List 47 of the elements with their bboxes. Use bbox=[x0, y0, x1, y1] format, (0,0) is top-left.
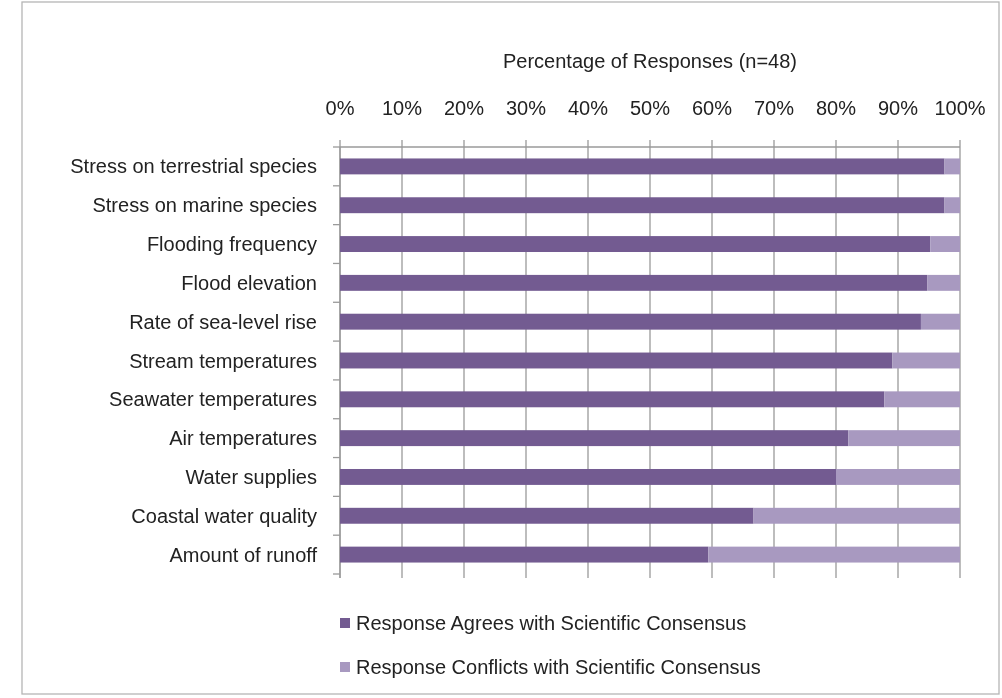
x-tick-label: 40% bbox=[567, 97, 609, 119]
bar bbox=[884, 391, 960, 408]
x-tick-label: 50% bbox=[629, 97, 671, 119]
x-tick-label: 30% bbox=[505, 97, 547, 119]
x-tick-label: 70% bbox=[753, 97, 795, 119]
y-tick-label: Stress on marine species bbox=[92, 194, 317, 217]
bar bbox=[340, 236, 931, 252]
bar bbox=[836, 469, 960, 485]
x-tick-label: 100% bbox=[934, 97, 986, 119]
y-tick-label: Rate of sea-level rise bbox=[129, 310, 317, 333]
x-axis-title: Percentage of Responses (n=48) bbox=[502, 50, 798, 72]
y-tick-label: Stream temperatures bbox=[129, 349, 317, 372]
y-tick-label: Flood elevation bbox=[181, 271, 317, 294]
y-tick-label: Stress on terrestrial species bbox=[70, 155, 317, 178]
y-tick-label: Air temperatures bbox=[169, 427, 317, 450]
y-tick-label: Coastal water quality bbox=[131, 504, 317, 527]
x-tick-label: 0% bbox=[325, 97, 355, 119]
bar bbox=[920, 313, 960, 330]
y-tick-label: Seawater temperatures bbox=[109, 388, 317, 411]
x-tick-label: 80% bbox=[815, 97, 857, 119]
bar bbox=[927, 274, 960, 291]
bar bbox=[340, 546, 709, 563]
x-tick-label: 10% bbox=[381, 97, 423, 119]
y-tick-label: Amount of runoff bbox=[169, 543, 318, 566]
bar bbox=[340, 274, 928, 291]
bar bbox=[892, 352, 960, 369]
bar bbox=[753, 507, 960, 524]
bar bbox=[944, 158, 960, 175]
bar bbox=[848, 430, 960, 447]
bar bbox=[930, 236, 960, 252]
bar bbox=[340, 158, 945, 175]
bar bbox=[944, 197, 960, 214]
bar bbox=[340, 430, 849, 447]
bar bbox=[340, 313, 921, 330]
legend-label: Response Agrees with Scientific Consensus bbox=[356, 612, 747, 634]
bar bbox=[340, 197, 945, 214]
y-tick-label: Flooding frequency bbox=[146, 233, 317, 256]
bar bbox=[340, 507, 754, 524]
bar bbox=[340, 352, 893, 369]
bar bbox=[340, 391, 885, 408]
x-tick-label: 60% bbox=[691, 97, 733, 119]
x-tick-label: 90% bbox=[877, 97, 919, 119]
x-tick-label: 20% bbox=[443, 97, 485, 119]
bar bbox=[708, 546, 960, 563]
legend-label: Response Conflicts with Scientific Consensus bbox=[356, 656, 761, 678]
y-tick-label: Water supplies bbox=[185, 465, 317, 488]
bar bbox=[340, 469, 836, 485]
